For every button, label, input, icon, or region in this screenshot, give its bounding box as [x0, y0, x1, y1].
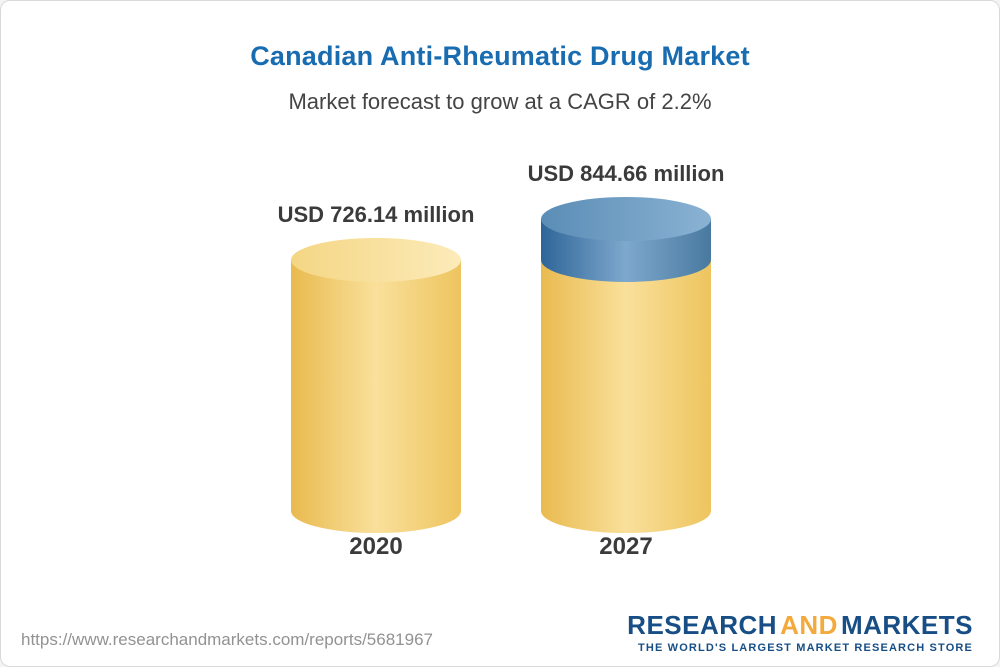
cylinder-2020-top	[291, 237, 461, 282]
logo-word-markets: MARKETS	[840, 610, 973, 640]
value-label-2020: USD 726.14 million	[278, 202, 475, 227]
page-title: Canadian Anti-Rheumatic Drug Market	[250, 41, 750, 71]
cylinder-2027-base-body	[541, 259, 711, 533]
cylinder-2020-body	[291, 259, 461, 533]
category-label-2027: 2027	[599, 533, 652, 560]
research-and-markets-logo: RESEARCH AND MARKETS THE WORLD'S LARGEST M…	[627, 612, 973, 654]
category-label-2020: 2020	[349, 533, 402, 560]
logo-word-research: RESEARCH	[627, 610, 778, 640]
logo-wordmark: RESEARCH AND MARKETS	[627, 612, 973, 638]
page-subtitle: Market forecast to grow at a CAGR of 2.2…	[288, 89, 712, 114]
logo-tagline: THE WORLD'S LARGEST MARKET RESEARCH STOR…	[638, 642, 973, 654]
value-label-2027: USD 844.66 million	[528, 161, 725, 186]
cylinders-group: USD 726.14 million 2020 USD 844.66 million…	[278, 161, 725, 560]
report-url: https://www.researchandmarkets.com/repor…	[21, 630, 433, 649]
logo-word-and: AND	[780, 610, 838, 640]
cylinder-2027-top	[541, 197, 711, 241]
